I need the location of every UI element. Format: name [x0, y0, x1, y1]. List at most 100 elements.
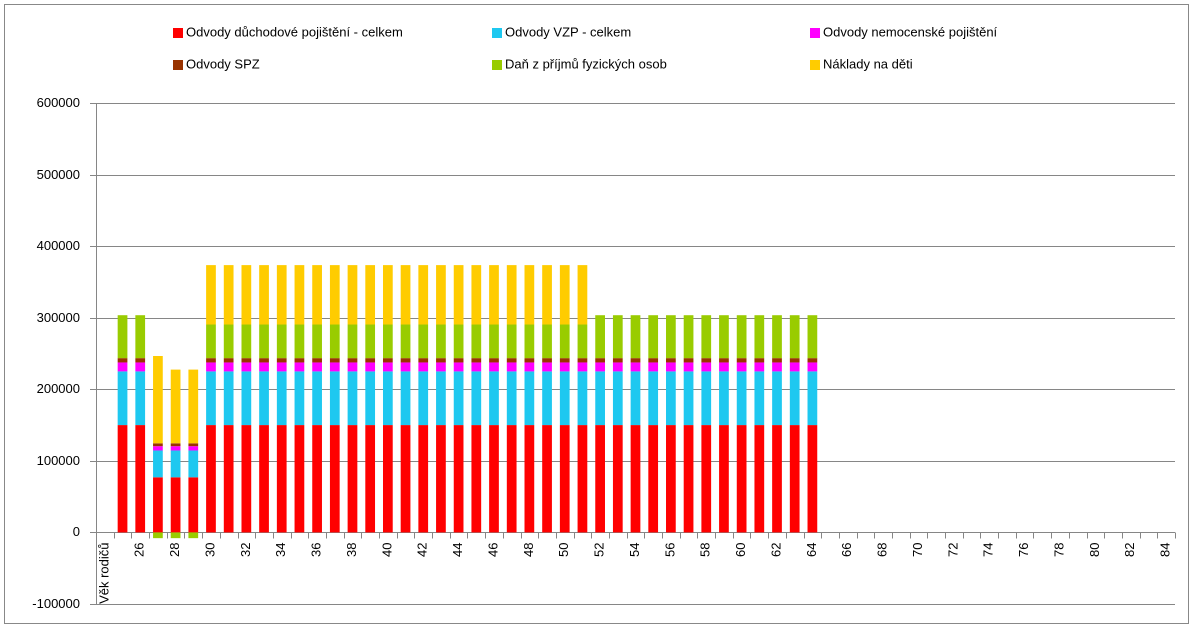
bar-segment	[559, 265, 570, 325]
bar-segment	[612, 315, 623, 359]
bar-segment	[595, 315, 605, 359]
bar-segment	[754, 371, 765, 426]
bar-segment	[471, 358, 482, 363]
bar-segment	[241, 371, 252, 426]
bar-segment	[135, 425, 146, 533]
bar-segment	[294, 371, 305, 426]
y-tick-label: 100000	[37, 453, 80, 468]
bar-segment	[400, 362, 411, 372]
bar-segment	[701, 362, 712, 372]
bar-segment	[666, 425, 676, 533]
bar-segment	[489, 371, 499, 426]
bar-segment	[241, 362, 252, 372]
bar-segment	[595, 358, 605, 363]
bar-segment	[436, 358, 446, 363]
bar-segment	[117, 358, 128, 363]
bar-segment	[294, 425, 305, 533]
bar-segment	[559, 371, 570, 426]
bar-segment	[418, 358, 429, 363]
bar-segment	[276, 265, 287, 325]
x-tick-label: 40	[379, 543, 394, 557]
y-tick-label: 200000	[37, 381, 80, 396]
bar-segment	[418, 362, 429, 372]
bar-segment	[577, 425, 588, 533]
y-tick-label: 300000	[37, 310, 80, 325]
y-tick-label: -100000	[32, 596, 80, 611]
bar-segment	[542, 371, 552, 426]
bar-segment	[648, 371, 659, 426]
legend-label: Náklady na děti	[823, 56, 913, 71]
bar-segment	[489, 358, 499, 363]
bar-segment	[719, 362, 729, 372]
legend-label: Odvody nemocenské pojištění	[823, 24, 998, 39]
x-tick-label: 76	[1016, 543, 1031, 557]
bar-segment	[135, 362, 146, 372]
bar-segment	[188, 443, 199, 447]
bar-segment	[701, 371, 712, 426]
bar-segment	[382, 265, 393, 325]
bar-segment	[736, 362, 747, 372]
x-tick-label: 44	[450, 543, 465, 557]
bar-segment	[170, 446, 181, 451]
bar-segment	[312, 425, 322, 533]
bar-segment	[153, 532, 163, 539]
bar-segment	[135, 315, 146, 359]
bar-segment	[188, 477, 199, 533]
bar-segment	[807, 425, 818, 533]
bar-segment	[329, 362, 340, 372]
bar-segment	[701, 425, 712, 533]
bar-segment	[294, 265, 305, 325]
bar-segment	[630, 425, 641, 533]
bar-segment	[117, 371, 128, 426]
bar-segment	[807, 315, 818, 359]
bar-segment	[241, 425, 252, 533]
bar-segment	[347, 371, 358, 426]
bar-segment	[223, 265, 234, 325]
x-tick-label: 48	[521, 543, 536, 557]
x-tick-label: 70	[910, 543, 925, 557]
bar-segment	[542, 358, 552, 363]
x-tick-label: 34	[273, 543, 288, 557]
bar-segment	[772, 362, 782, 372]
bar-segment	[807, 371, 818, 426]
legend-label: Odvody VZP - celkem	[505, 24, 631, 39]
bar-segment	[329, 425, 340, 533]
bar-segment	[117, 315, 128, 359]
bar-segment	[630, 358, 641, 363]
x-tick-label: 30	[202, 543, 217, 557]
bar-segment	[241, 358, 252, 363]
bar-segment	[347, 425, 358, 533]
bar-segment	[559, 425, 570, 533]
bar-segment	[471, 425, 482, 533]
bar-segment	[241, 265, 252, 325]
bar-segment	[807, 362, 818, 372]
bar-segment	[153, 450, 163, 478]
bar-segment	[489, 362, 499, 372]
bar-segment	[489, 324, 499, 359]
bar-segment	[542, 265, 552, 325]
bar-segment	[453, 265, 464, 325]
bar-segment	[595, 362, 605, 372]
legend-swatch	[173, 60, 183, 70]
bar-segment	[382, 324, 393, 359]
x-tick-label: 52	[592, 543, 607, 557]
legend-swatch	[173, 28, 183, 38]
bar-segment	[418, 265, 429, 325]
bar-segment	[648, 362, 659, 372]
x-tick-label: 82	[1122, 543, 1137, 557]
bar-segment	[648, 315, 659, 359]
bar-segment	[577, 371, 588, 426]
bar-segment	[789, 358, 800, 363]
x-tick-label: 64	[804, 543, 819, 557]
bar-segment	[701, 358, 712, 363]
bar-segment	[524, 362, 535, 372]
bar-segment	[489, 265, 499, 325]
y-tick-label: 600000	[37, 95, 80, 110]
bar-segment	[188, 532, 199, 539]
bar-segment	[666, 358, 676, 363]
bar-segment	[418, 371, 429, 426]
bar-segment	[666, 362, 676, 372]
bar-segment	[719, 425, 729, 533]
bar-segment	[329, 358, 340, 363]
